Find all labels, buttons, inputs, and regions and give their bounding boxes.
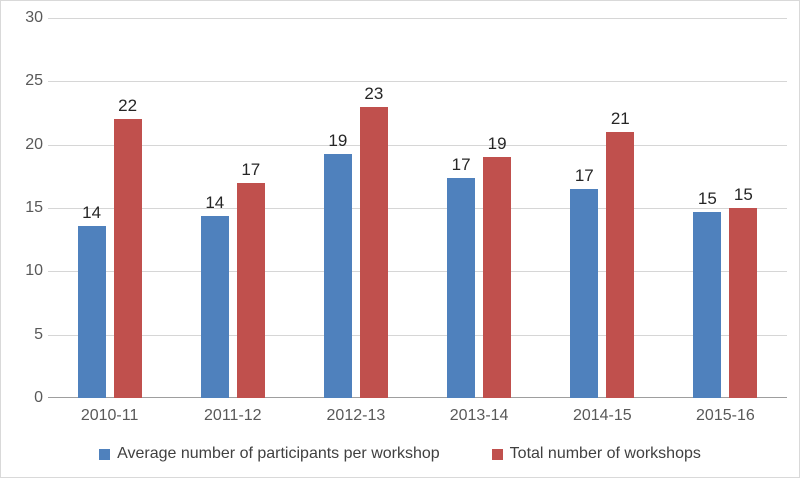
data-label: 14: [82, 202, 102, 222]
x-tick-label: 2013-14: [449, 407, 509, 424]
legend: Average number of participants per works…: [1, 445, 799, 463]
legend-swatch-icon: [491, 448, 503, 460]
y-tick-label: 5: [34, 325, 43, 343]
x-axis-line: [48, 397, 787, 398]
bar-blue-2011-12: [200, 215, 229, 398]
legend-label: Total number of workshops: [509, 445, 701, 462]
gridline: [48, 271, 787, 273]
bar-red-2010-11: [113, 119, 142, 398]
legend-item-participants: Average number of participants per works…: [99, 445, 440, 463]
gridline: [48, 144, 787, 146]
data-label: 14: [205, 192, 225, 212]
y-tick-label: 10: [25, 262, 43, 280]
bar-red-2012-13: [359, 106, 388, 398]
data-label: 23: [364, 83, 384, 103]
x-tick-label: 2012-13: [326, 407, 386, 424]
y-tick-label: 20: [25, 135, 43, 153]
bar-red-2015-16: [729, 208, 758, 398]
data-label: 15: [697, 188, 717, 208]
bar-red-2011-12: [236, 182, 265, 398]
plot-area: 14 22 14 17 19 23 17 19 17 21 15 15: [48, 18, 787, 398]
bar-red-2014-15: [606, 132, 635, 398]
legend-label: Average number of participants per works…: [117, 445, 440, 462]
y-tick-label: 25: [25, 72, 43, 90]
data-label: 17: [451, 154, 471, 174]
data-label: 19: [487, 134, 507, 154]
x-tick-label: 2015-16: [696, 407, 755, 424]
x-tick-label: 2011-12: [204, 407, 262, 424]
data-label: 21: [610, 109, 630, 128]
data-label: 22: [118, 96, 138, 116]
bar-blue-2013-14: [447, 177, 476, 398]
data-label: 15: [733, 185, 753, 204]
bar-red-2013-14: [483, 157, 512, 398]
y-tick-label: 30: [25, 9, 43, 26]
legend-swatch-icon: [99, 448, 111, 460]
gridline: [48, 208, 787, 209]
x-tick-label: 2010-11: [80, 407, 139, 424]
y-tick-label: 15: [25, 199, 43, 216]
data-label: 19: [328, 130, 348, 150]
data-label: 17: [574, 166, 594, 185]
bar-blue-2012-13: [323, 153, 352, 398]
bar-blue-2010-11: [77, 225, 106, 398]
legend-item-workshops: Total number of workshops: [491, 445, 701, 463]
gridline: [48, 18, 787, 19]
gridline: [48, 81, 787, 83]
bar-blue-2014-15: [570, 189, 599, 398]
data-label: 17: [241, 159, 261, 179]
x-tick-label: 2014-15: [572, 407, 632, 424]
bar-blue-2015-16: [693, 211, 722, 398]
y-tick-label: 0: [34, 389, 43, 406]
gridline: [48, 334, 787, 336]
